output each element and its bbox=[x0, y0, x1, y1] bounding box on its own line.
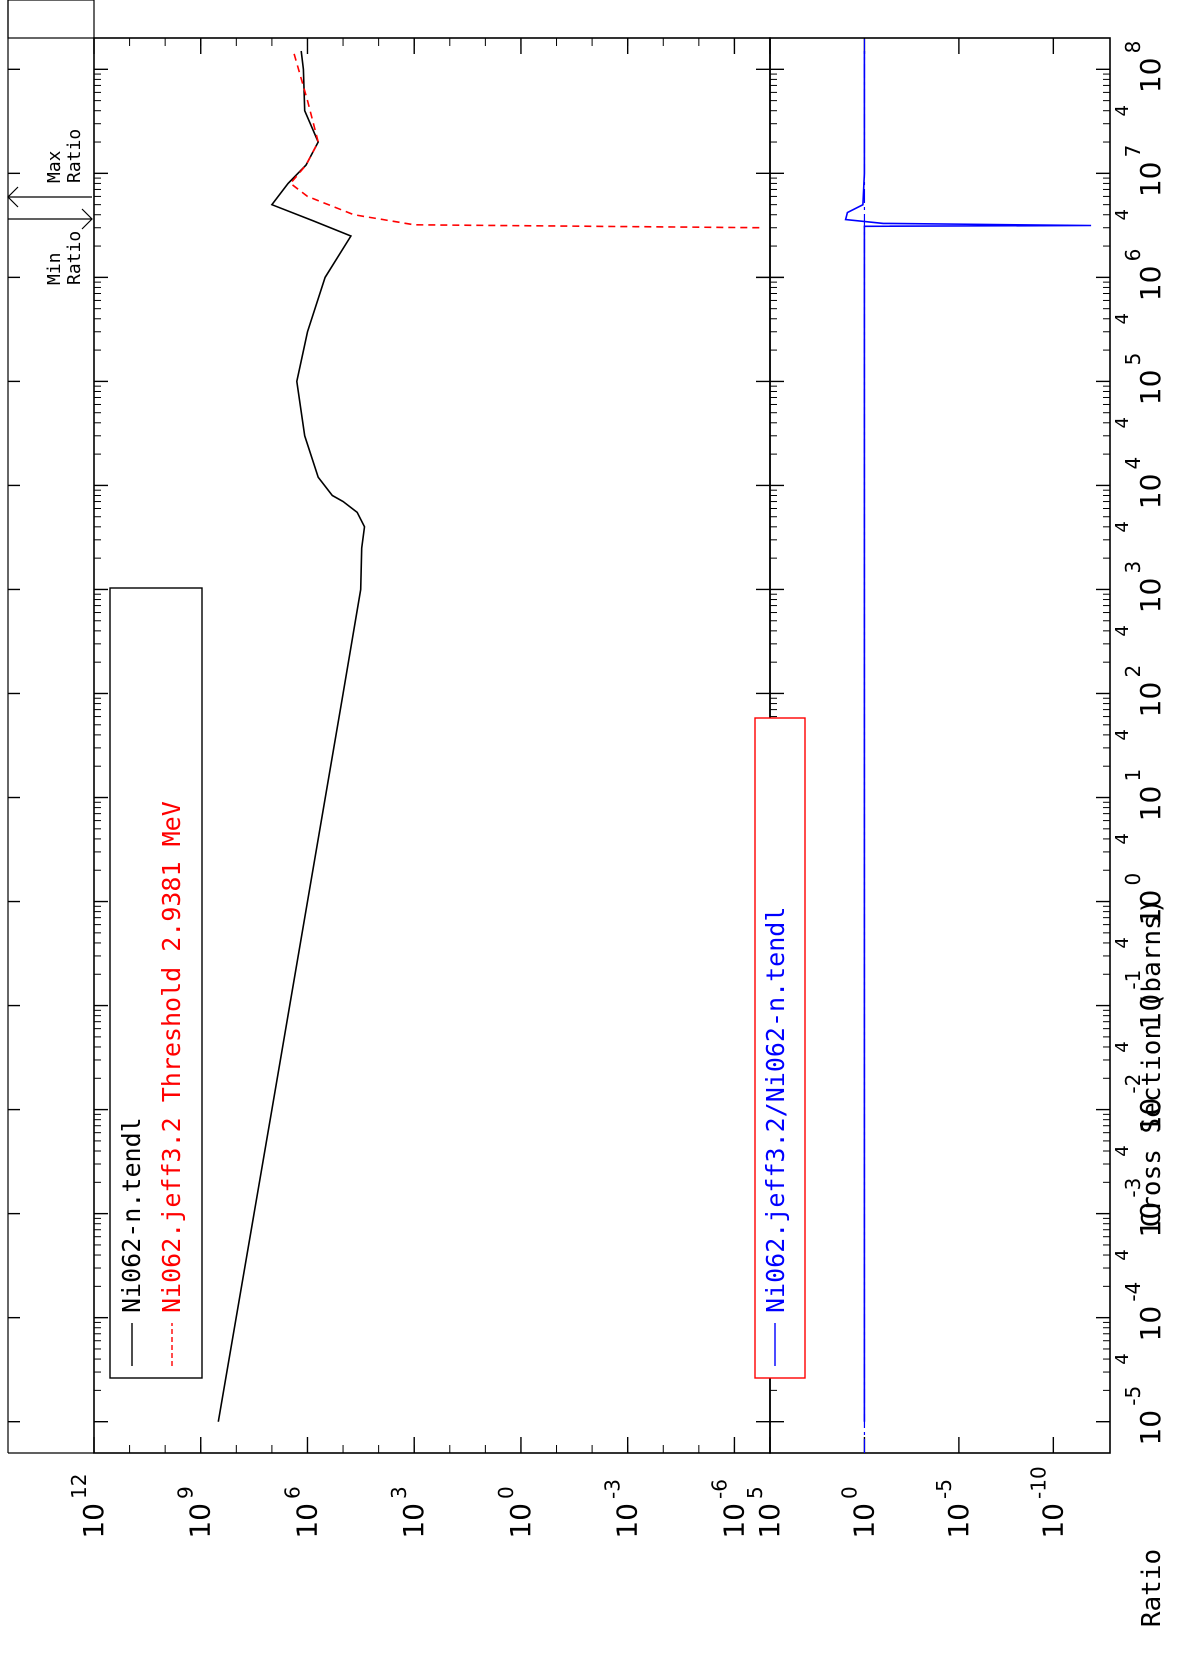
x-minor-tick-label: 4 bbox=[1112, 625, 1133, 636]
x-minor-tick-label: 4 bbox=[1112, 729, 1133, 740]
series-line bbox=[844, 51, 1092, 1422]
y-tick-label: 10 bbox=[290, 1503, 323, 1539]
x-tick-exponent: 0 bbox=[1121, 873, 1145, 886]
y-tick-exponent: 5 bbox=[743, 1486, 767, 1499]
y-tick-label: 10 bbox=[942, 1503, 975, 1539]
x-minor-tick-label: 4 bbox=[1112, 1145, 1133, 1156]
y-tick-exponent: 0 bbox=[494, 1486, 518, 1499]
y-tick-exponent: 6 bbox=[280, 1486, 304, 1499]
x-tick-exponent: 7 bbox=[1121, 145, 1145, 158]
y-tick-label: 10 bbox=[77, 1503, 110, 1539]
series-layer bbox=[217, 38, 1092, 1453]
x-tick-exponent: -3 bbox=[1121, 1178, 1145, 1198]
y-tick-exponent: 9 bbox=[174, 1486, 198, 1499]
x-minor-tick-label: 4 bbox=[1112, 833, 1133, 844]
x-tick-label: 10 bbox=[1134, 682, 1167, 718]
legend-label-tendl: Ni062-n.tendl bbox=[117, 1117, 146, 1313]
x-tick-exponent: -1 bbox=[1121, 970, 1145, 990]
min-max-ratio-marker: Max Ratio Min Ratio bbox=[7, 129, 93, 285]
ratio-plot-frame bbox=[769, 37, 1111, 1454]
x-minor-tick-label: 4 bbox=[1112, 105, 1133, 116]
min-ratio-label-1: Min bbox=[44, 252, 65, 285]
main-legend: Ni062-n.tendl Ni062.jeff3.2 Threshold 2.… bbox=[109, 587, 203, 1379]
x-minor-tick-label: 4 bbox=[1112, 313, 1133, 324]
y-tick-exponent: -5 bbox=[932, 1479, 956, 1499]
y-tick-exponent: 12 bbox=[67, 1474, 91, 1499]
y-tick-exponent: -6 bbox=[707, 1479, 731, 1499]
x-minor-tick-label: 4 bbox=[1112, 209, 1133, 220]
x-minor-tick-label: 4 bbox=[1112, 1041, 1133, 1052]
x-tick-exponent: 8 bbox=[1121, 41, 1145, 54]
x-tick-label: 10 bbox=[1134, 162, 1167, 198]
x-minor-tick-label: 4 bbox=[1112, 417, 1133, 428]
ratio-marker-panel bbox=[7, 0, 95, 39]
y-tick-exponent: 0 bbox=[837, 1486, 861, 1499]
x-tick-exponent: -5 bbox=[1121, 1386, 1145, 1406]
series-line bbox=[217, 50, 366, 1422]
y-axis-title-ratio: Ratio bbox=[1137, 1549, 1167, 1627]
x-tick-exponent: 3 bbox=[1121, 561, 1145, 574]
y-tick-label: 10 bbox=[397, 1503, 430, 1539]
y-axis-title-cross-section: Cross Section (barns) bbox=[1137, 899, 1167, 1228]
ratio-legend-box bbox=[754, 717, 806, 1379]
x-tick-label: 10 bbox=[1134, 1306, 1167, 1342]
main-legend-box bbox=[109, 587, 203, 1379]
x-tick-exponent: 4 bbox=[1121, 457, 1145, 470]
legend-label-jeff: Ni062.jeff3.2 Threshold 2.9381 MeV bbox=[157, 801, 186, 1313]
y-tick-label: 10 bbox=[1036, 1503, 1069, 1539]
x-tick-exponent: 2 bbox=[1121, 665, 1145, 678]
y-tick-exponent: 3 bbox=[387, 1486, 411, 1499]
tick-layer: 10-5410-4410-3410-2410-14100410141024103… bbox=[8, 38, 1167, 1539]
y-tick-label: 10 bbox=[184, 1503, 217, 1539]
y-tick-exponent: -3 bbox=[601, 1479, 625, 1499]
min-ratio-label-2: Ratio bbox=[64, 231, 85, 285]
x-tick-label: 10 bbox=[1134, 57, 1167, 93]
x-tick-exponent: -2 bbox=[1121, 1074, 1145, 1094]
x-tick-label: 10 bbox=[1134, 1410, 1167, 1446]
x-tick-label: 10 bbox=[1134, 578, 1167, 614]
x-minor-tick-label: 4 bbox=[1112, 521, 1133, 532]
x-tick-label: 10 bbox=[1134, 474, 1167, 510]
x-tick-exponent: -4 bbox=[1121, 1282, 1145, 1302]
x-minor-tick-label: 4 bbox=[1112, 1353, 1133, 1364]
x-tick-label: 10 bbox=[1134, 1202, 1167, 1238]
x-tick-exponent: 1 bbox=[1121, 769, 1145, 782]
y-tick-exponent: -10 bbox=[1026, 1466, 1050, 1499]
x-minor-tick-label: 4 bbox=[1112, 937, 1133, 948]
x-tick-label: 10 bbox=[1134, 1098, 1167, 1134]
x-tick-label: 10 bbox=[1134, 786, 1167, 822]
x-tick-label: 10 bbox=[1134, 994, 1167, 1030]
y-tick-label: 10 bbox=[611, 1503, 644, 1539]
x-minor-tick-label: 4 bbox=[1112, 1249, 1133, 1260]
x-tick-label: 10 bbox=[1134, 266, 1167, 302]
ratio-legend: Ni062.jeff3.2/Ni062-n.tendl bbox=[754, 717, 806, 1379]
y-tick-label: 10 bbox=[753, 1503, 786, 1539]
y-tick-label: 10 bbox=[847, 1503, 880, 1539]
legend-label-ratio: Ni062.jeff3.2/Ni062-n.tendl bbox=[761, 907, 790, 1313]
x-tick-exponent: 5 bbox=[1121, 353, 1145, 366]
x-tick-label: 10 bbox=[1134, 890, 1167, 926]
x-tick-exponent: 6 bbox=[1121, 249, 1145, 262]
y-tick-label: 10 bbox=[717, 1503, 750, 1539]
max-ratio-label-2: Ratio bbox=[64, 129, 85, 183]
series-line bbox=[289, 50, 760, 229]
max-ratio-label-1: Max bbox=[44, 150, 65, 183]
y-tick-label: 10 bbox=[504, 1503, 537, 1539]
x-tick-label: 10 bbox=[1134, 370, 1167, 406]
